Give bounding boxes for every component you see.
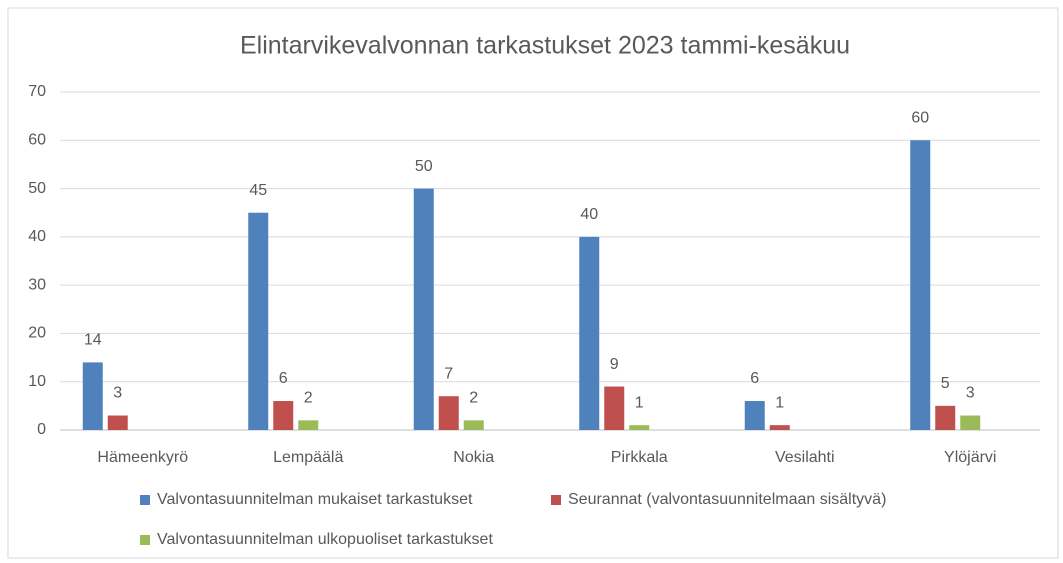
data-label: 9 xyxy=(610,356,619,373)
data-label: 3 xyxy=(113,385,122,402)
bar xyxy=(107,415,128,430)
y-tick-label: 70 xyxy=(28,83,46,100)
chart-border xyxy=(7,7,1059,559)
data-label: 50 xyxy=(415,158,433,175)
data-label: 7 xyxy=(444,365,453,382)
bar xyxy=(960,415,981,430)
bar xyxy=(629,425,650,430)
data-label: 6 xyxy=(279,370,288,387)
x-tick-label: Vesilahti xyxy=(775,449,835,466)
y-tick-label: 60 xyxy=(28,132,46,149)
data-label: 2 xyxy=(304,390,313,407)
y-tick-label: 30 xyxy=(28,276,46,293)
bar xyxy=(298,420,319,430)
data-label: 6 xyxy=(750,370,759,387)
legend-swatch xyxy=(140,495,150,505)
bar xyxy=(769,425,790,430)
y-tick-label: 0 xyxy=(37,421,46,438)
data-label: 1 xyxy=(635,394,644,411)
bar xyxy=(438,396,459,430)
y-tick-label: 10 xyxy=(28,373,46,390)
bar xyxy=(82,362,103,430)
data-label: 45 xyxy=(249,182,267,199)
bar xyxy=(744,401,765,430)
legend-swatch xyxy=(140,535,150,545)
data-label: 5 xyxy=(941,375,950,392)
data-label: 40 xyxy=(580,206,598,223)
bar xyxy=(604,386,625,430)
x-tick-label: Pirkkala xyxy=(611,449,668,466)
bar xyxy=(579,236,600,430)
data-label: 60 xyxy=(911,110,929,127)
data-label: 1 xyxy=(775,394,784,411)
data-label: 2 xyxy=(469,390,478,407)
x-tick-label: Nokia xyxy=(453,449,494,466)
bar xyxy=(248,212,269,430)
legend-swatch xyxy=(551,495,561,505)
bar xyxy=(273,401,294,430)
x-tick-label: Ylöjärvi xyxy=(944,449,996,466)
x-tick-label: Hämeenkyrö xyxy=(97,449,188,466)
legend-label: Valvontasuunnitelman ulkopuoliset tarkas… xyxy=(157,531,493,548)
x-tick-label: Lempäälä xyxy=(273,449,343,466)
bar xyxy=(910,140,931,431)
bar xyxy=(935,405,956,430)
bar xyxy=(463,420,484,430)
y-tick-label: 50 xyxy=(28,180,46,197)
data-label: 3 xyxy=(966,385,975,402)
legend-label: Seurannat (valvontasuunnitelmaan sisälty… xyxy=(568,491,886,508)
y-tick-label: 20 xyxy=(28,325,46,342)
y-tick-label: 40 xyxy=(28,228,46,245)
bar xyxy=(413,188,434,430)
chart-title: Elintarvikevalvonnan tarkastukset 2023 t… xyxy=(240,32,850,60)
legend-label: Valvontasuunnitelman mukaiset tarkastuks… xyxy=(157,491,473,508)
data-label: 14 xyxy=(84,332,102,349)
